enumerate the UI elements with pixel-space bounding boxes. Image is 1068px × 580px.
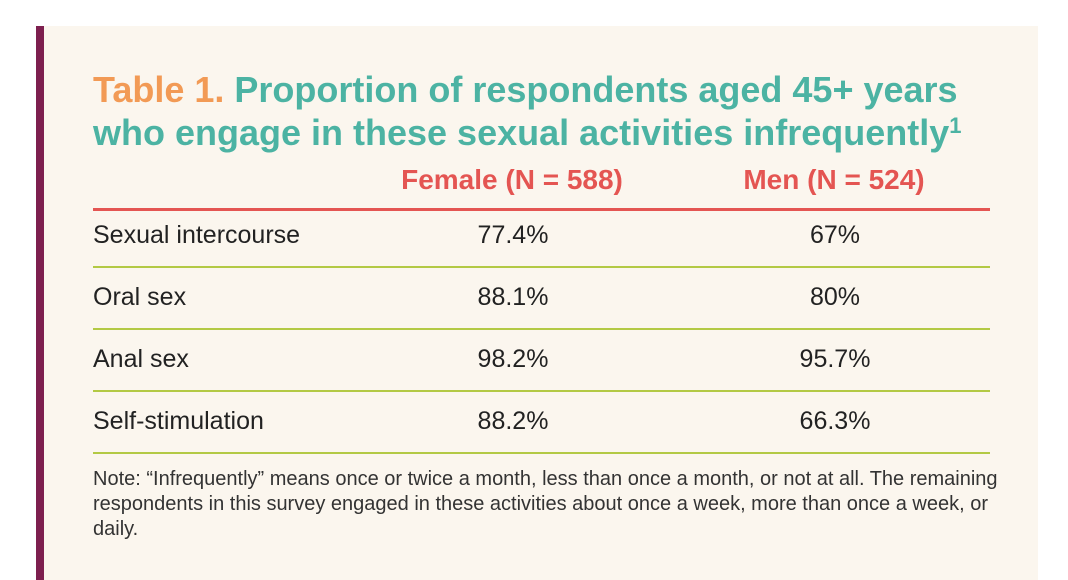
table-row: Anal sex 98.2% 95.7% bbox=[93, 332, 990, 392]
female-value: 88.1% bbox=[477, 283, 549, 311]
men-value: 66.3% bbox=[799, 407, 871, 435]
column-header-female: Female (N = 588) bbox=[401, 164, 623, 195]
female-value: 88.2% bbox=[477, 407, 549, 435]
column-header-men: Men (N = 524) bbox=[743, 164, 925, 195]
activity-label: Anal sex bbox=[93, 345, 189, 373]
header-divider bbox=[93, 208, 990, 211]
table-number: Table 1. bbox=[93, 69, 225, 110]
activity-label: Self-stimulation bbox=[93, 407, 264, 435]
table-title: Table 1. Proportion of respondents aged … bbox=[93, 68, 1013, 154]
accent-bar bbox=[36, 26, 44, 580]
activity-label: Oral sex bbox=[93, 283, 187, 311]
table-row: Sexual intercourse 77.4% 67% bbox=[93, 208, 990, 268]
table-card bbox=[36, 26, 1038, 580]
female-value: 77.4% bbox=[477, 221, 549, 249]
female-value: 98.2% bbox=[477, 345, 549, 373]
table-row: Self-stimulation 88.2% 66.3% bbox=[93, 394, 990, 454]
title-footnote-marker: 1 bbox=[949, 113, 962, 138]
men-value: 67% bbox=[809, 221, 861, 249]
activity-label: Sexual intercourse bbox=[93, 221, 301, 249]
men-value: 95.7% bbox=[799, 345, 871, 373]
table-title-text: Proportion of respondents aged 45+ years… bbox=[93, 69, 958, 153]
men-value: 80% bbox=[809, 283, 861, 311]
table-row: Oral sex 88.1% 80% bbox=[93, 270, 990, 330]
table-note: Note: “Infrequently” means once or twice… bbox=[93, 468, 998, 540]
